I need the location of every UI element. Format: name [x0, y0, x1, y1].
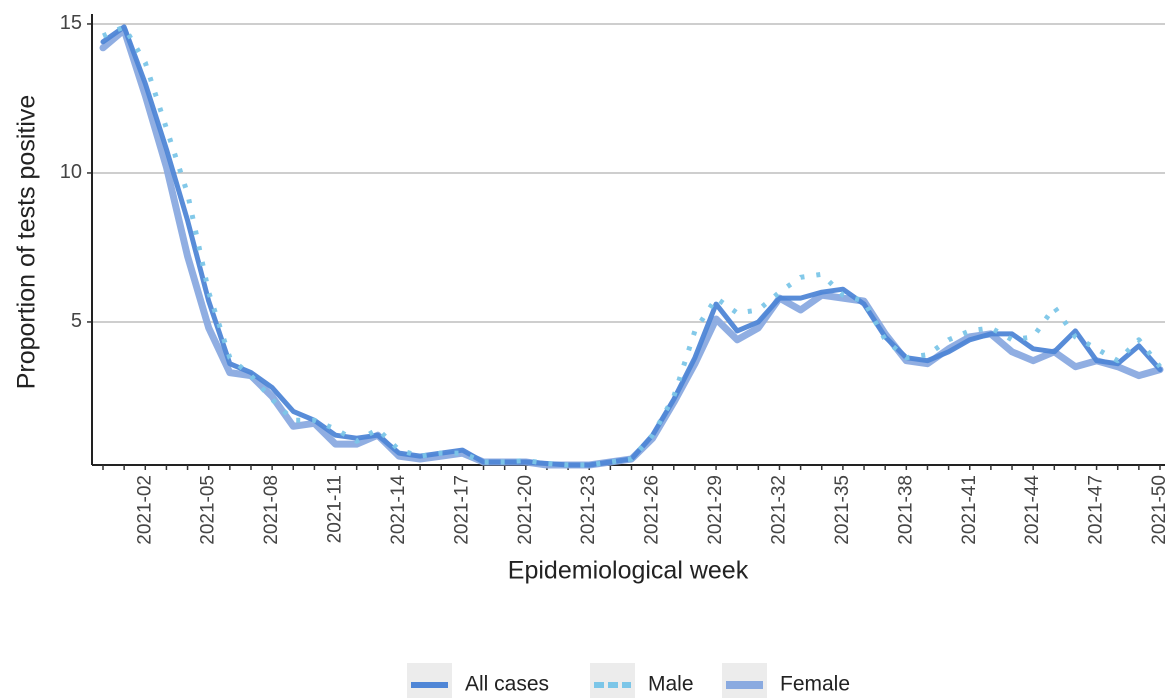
- x-tick-label: 2021-23: [578, 475, 599, 545]
- y-axis-title: Proportion of tests positive: [13, 95, 41, 390]
- x-tick-label: 2021-14: [388, 475, 409, 545]
- legend-key: [407, 663, 452, 698]
- legend-key: [590, 663, 635, 698]
- x-tick-label: 2021-05: [198, 475, 219, 545]
- x-tick-label: 2021-50: [1149, 475, 1167, 545]
- x-tick-label: 2021-29: [705, 475, 726, 545]
- x-tick-label: 2021-02: [134, 475, 155, 545]
- x-tick-label: 2021-38: [895, 475, 916, 545]
- x-tick-label: 2021-11: [325, 475, 346, 543]
- y-tick-label: 5: [71, 310, 82, 332]
- y-tick-label: 10: [60, 161, 82, 183]
- x-tick-label: 2021-26: [642, 475, 663, 545]
- x-tick-label: 2021-17: [451, 475, 472, 545]
- y-tick-label: 15: [60, 12, 82, 34]
- legend-label: Male: [648, 673, 694, 696]
- x-tick-label: 2021-44: [1022, 475, 1043, 545]
- series-line: [99, 26, 1164, 469]
- x-axis-title: Epidemiological week: [508, 557, 749, 585]
- legend-label: Female: [780, 673, 850, 696]
- series-line: [102, 24, 1162, 468]
- x-tick-label: 2021-08: [261, 475, 282, 545]
- x-tick-label: 2021-35: [832, 475, 853, 545]
- series-line: [100, 24, 1163, 468]
- legend-label: All cases: [465, 673, 549, 696]
- x-tick-label: 2021-20: [515, 475, 536, 545]
- legend-key: [722, 663, 767, 698]
- x-tick-label: 2021-41: [959, 475, 980, 545]
- x-tick-label: 2021-32: [768, 475, 789, 545]
- x-tick-label: 2021-47: [1086, 475, 1107, 545]
